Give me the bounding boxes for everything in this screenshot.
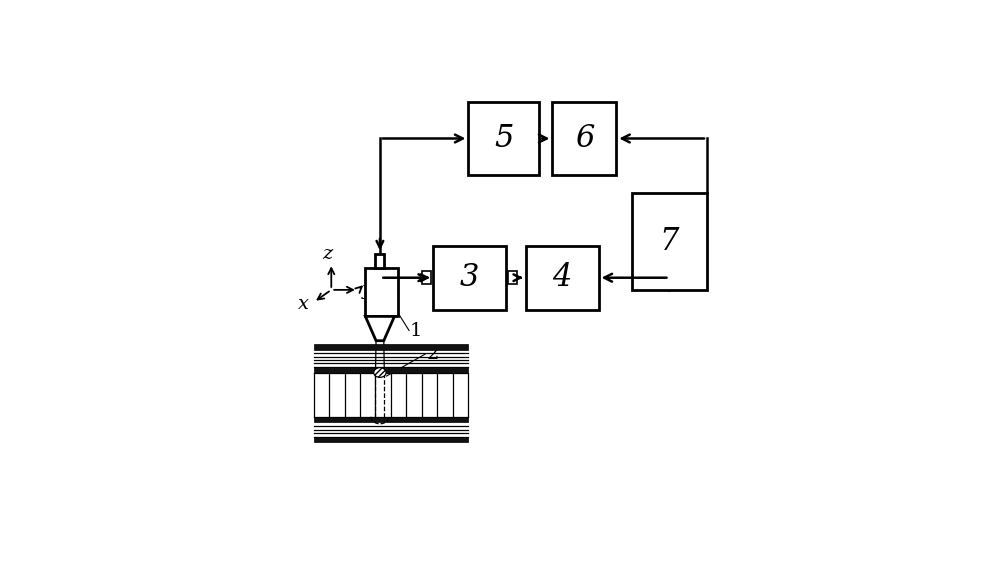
Text: y: y [362, 281, 373, 299]
Bar [468, 102, 539, 175]
Bar [422, 271, 431, 284]
Text: 1: 1 [410, 321, 422, 340]
Text: 4: 4 [553, 262, 572, 293]
Bar [314, 437, 468, 443]
Bar [508, 271, 517, 284]
Text: 2: 2 [426, 345, 439, 363]
Text: 3: 3 [460, 262, 479, 293]
Text: 7: 7 [660, 226, 679, 257]
Text: z: z [322, 245, 332, 263]
Ellipse shape [374, 368, 386, 377]
Bar [433, 246, 506, 310]
Text: x: x [298, 295, 309, 313]
Bar [552, 102, 616, 175]
Bar [526, 246, 599, 310]
Bar [314, 367, 468, 373]
Bar [365, 267, 398, 316]
Bar [314, 344, 468, 350]
Text: 5: 5 [494, 123, 513, 154]
Polygon shape [365, 316, 394, 341]
Bar [375, 254, 384, 267]
Text: 6: 6 [575, 123, 594, 154]
Bar [314, 417, 468, 422]
Bar [632, 193, 707, 290]
